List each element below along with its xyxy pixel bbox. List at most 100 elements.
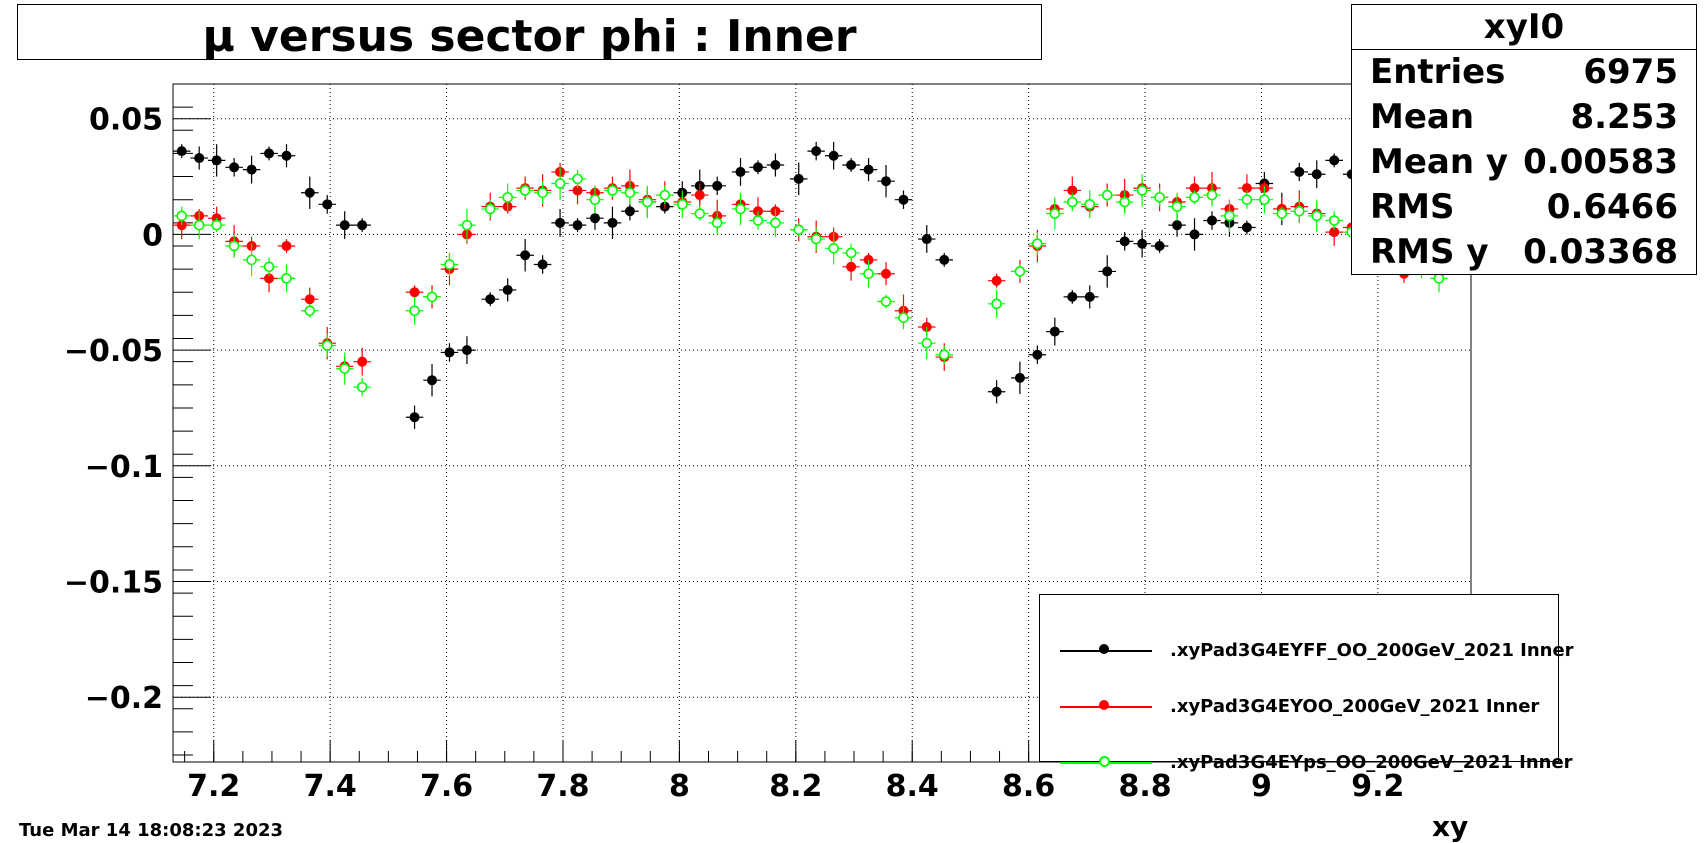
data-point [520, 250, 531, 261]
legend-label: .xyPad3G4EYOO_200GeV_2021 Inner [1170, 696, 1540, 717]
x-tick-label: 8.4 [886, 769, 939, 804]
x-tick-label: 9 [1251, 769, 1272, 804]
data-point [1311, 210, 1323, 222]
stats-title: xyI0 [1352, 5, 1696, 50]
data-point [246, 254, 257, 266]
data-point [694, 190, 705, 201]
data-point [589, 194, 601, 205]
plot-frame [172, 83, 1472, 763]
data-point [624, 206, 635, 217]
series-0 [173, 141, 1361, 429]
data-point [444, 347, 455, 358]
data-point [1049, 208, 1061, 219]
data-point [1067, 291, 1078, 302]
stats-value: 6975 [1583, 52, 1678, 92]
x-tick-label: 8 [669, 769, 690, 804]
data-point [427, 375, 438, 386]
data-point [1049, 326, 1060, 337]
x-tick-label: 7.6 [420, 769, 473, 804]
data-point [176, 210, 188, 222]
data-point [263, 261, 275, 273]
data-point [484, 203, 496, 215]
legend-entry-ff: .xyPad3G4EYFF_OO_200GeV_2021 Inner [1040, 636, 1574, 666]
data-point [939, 254, 950, 265]
data-point [281, 273, 292, 284]
data-point [1014, 372, 1025, 383]
data-point [607, 217, 618, 228]
data-point [1172, 220, 1183, 231]
data-point [211, 219, 222, 231]
data-point [735, 203, 746, 215]
y-tick-label: 0 [142, 218, 163, 253]
data-point [921, 234, 932, 245]
data-point [711, 217, 723, 229]
data-point [991, 275, 1002, 286]
data-point [677, 199, 688, 210]
data-point [991, 298, 1002, 310]
data-point [409, 305, 420, 317]
data-point [863, 164, 874, 175]
data-point [752, 162, 763, 173]
data-point [304, 294, 315, 305]
data-point [607, 185, 618, 196]
stats-value: 0.03368 [1523, 232, 1678, 272]
data-point [519, 185, 531, 196]
data-point [1241, 222, 1252, 233]
data-point [991, 386, 1002, 397]
open-circle-marker-icon [1099, 756, 1110, 767]
x-tick-label: 7.2 [187, 769, 240, 804]
data-point [712, 180, 723, 191]
data-point [1171, 201, 1183, 212]
axes: 7.2 7.4 7.6 7.8 8 8.2 8.4 8.6 8.8 9 9.2 0.05 0 −0.05 −… [64, 83, 1472, 804]
data-point [752, 215, 764, 226]
x-tick-label: 8.6 [1002, 769, 1055, 804]
data-point [461, 219, 473, 231]
filled-circle-marker-icon [1099, 700, 1109, 710]
data-point [1119, 196, 1130, 208]
legend: .xyPad3G4EYFF_OO_200GeV_2021 Inner .xyPa… [1039, 594, 1574, 773]
x-tick-label: 7.4 [304, 769, 357, 804]
data-point [228, 240, 240, 252]
data-point [1066, 196, 1078, 208]
data-point [339, 220, 350, 231]
data-point [828, 150, 839, 161]
data-point [845, 247, 857, 259]
data-point [828, 242, 839, 254]
stats-row-rms-y: RMS y 0.03368 [1352, 230, 1696, 275]
y-tick-label: −0.15 [64, 566, 163, 601]
chart-title-box: μ versus sector phi : Inner [17, 4, 1042, 62]
stats-value: 0.00583 [1523, 142, 1678, 182]
data-point [357, 220, 368, 231]
data-point [1189, 229, 1200, 240]
data-point [694, 208, 706, 219]
data-point [735, 166, 746, 177]
data-point [281, 240, 292, 251]
data-point [246, 164, 257, 175]
data-point [572, 220, 583, 231]
data-point [1154, 192, 1165, 203]
data-point [846, 261, 857, 272]
x-tick-label: 7.8 [536, 769, 589, 804]
data-point [229, 162, 240, 173]
data-point [1259, 194, 1270, 205]
data-point [554, 178, 566, 189]
data-point [1206, 215, 1217, 226]
y-tick-label: 0.05 [89, 103, 163, 138]
data-point [461, 345, 472, 356]
data-point [881, 268, 892, 279]
data-point [1276, 208, 1288, 219]
data-point [881, 176, 892, 187]
data-point [1154, 240, 1165, 251]
stats-value: 0.6466 [1546, 187, 1678, 227]
data-point [426, 291, 438, 303]
stats-row-entries: Entries 6975 [1352, 50, 1696, 95]
data-point [1136, 185, 1148, 196]
stats-label: Mean y [1370, 142, 1509, 182]
data-point [1206, 189, 1218, 201]
stats-label: RMS y [1370, 232, 1489, 272]
data-point [1014, 266, 1026, 277]
legend-entry-oo: .xyPad3G4EYOO_200GeV_2021 Inner [1040, 692, 1558, 722]
legend-label: .xyPad3G4EYFF_OO_200GeV_2021 Inner [1170, 640, 1574, 661]
data-point [444, 259, 455, 270]
data-point [880, 296, 892, 307]
